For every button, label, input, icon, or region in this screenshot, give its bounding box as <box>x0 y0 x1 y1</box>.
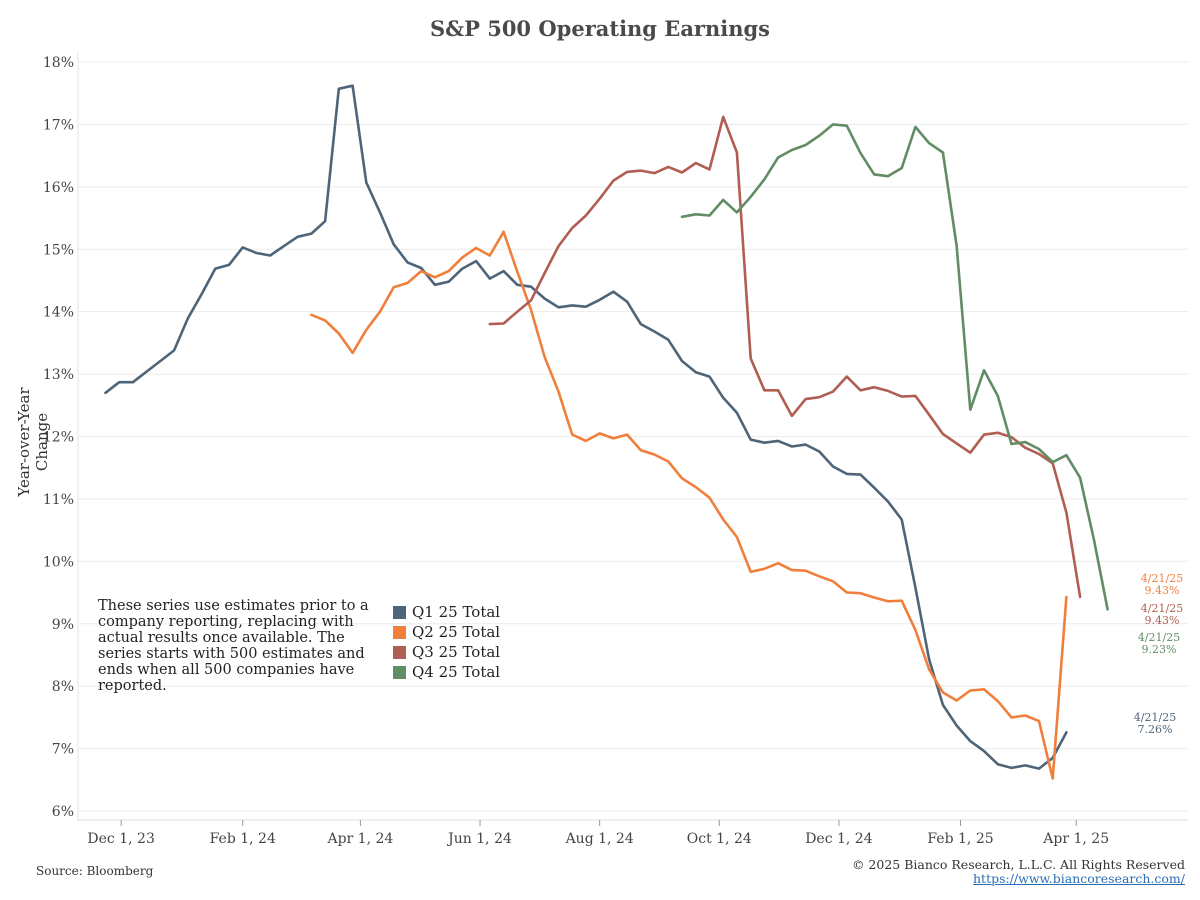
y-tick-label: 9% <box>52 617 74 633</box>
y-tick-label: 11% <box>43 492 74 508</box>
chart-title: S&P 500 Operating Earnings <box>429 16 771 41</box>
footer-credits: © 2025 Bianco Research, L.L.C. All Right… <box>852 858 1185 886</box>
legend-label: Q3 25 Total <box>412 643 501 661</box>
y-tick-label: 16% <box>43 180 74 196</box>
x-axis-ticks: Dec 1, 23 Feb 1, 24 Apr 1, 24 Jun 1, 24 Aug … <box>87 820 1109 847</box>
legend-item: Q1 25 Total <box>393 602 500 622</box>
y-tick-label: 6% <box>52 804 74 820</box>
end-label-value: 9.23% <box>1142 643 1177 656</box>
y-tick-label: 17% <box>43 117 74 133</box>
end-label-date: 4/21/25 <box>1141 572 1183 585</box>
x-tick-label: Dec 1, 24 <box>805 831 873 847</box>
series-line-1 <box>104 84 1068 770</box>
end-label-value: 7.26% <box>1138 723 1173 736</box>
y-tick-label: 15% <box>43 242 74 258</box>
y-tick-label: 14% <box>43 305 74 321</box>
x-tick-label: Oct 1, 24 <box>687 831 752 847</box>
gridlines <box>77 52 1188 821</box>
x-tick-label: Feb 1, 25 <box>927 831 993 847</box>
legend-swatch <box>393 665 406 679</box>
y-axis-ticks: 6% 7% 8% 9% 10% 11% 12% 13% 14% 15% 16% 17% 18% <box>43 55 74 820</box>
legend-swatch <box>393 605 406 619</box>
y-tick-label: 8% <box>52 679 74 695</box>
end-label-value: 9.43% <box>1145 614 1180 627</box>
y-tick-label: 18% <box>43 55 74 71</box>
series-line-4 <box>680 123 1109 611</box>
end-labels: 4/21/257.26%4/21/259.43%4/21/259.43%4/21… <box>1134 572 1183 736</box>
legend-item: Q4 25 Total <box>393 662 500 682</box>
legend-label: Q2 25 Total <box>412 623 501 641</box>
legend-swatch <box>393 645 406 659</box>
x-tick-label: Dec 1, 23 <box>87 831 154 847</box>
y-tick-label: 13% <box>43 367 74 383</box>
end-label-value: 9.43% <box>1145 584 1180 597</box>
legend: Q1 25 Total Q2 25 Total Q3 25 Total Q4 25 T… <box>393 602 500 682</box>
copyright-text: © 2025 Bianco Research, L.L.C. All Right… <box>851 857 1185 872</box>
x-tick-label: Feb 1, 24 <box>210 831 276 847</box>
series-line-2 <box>310 230 1068 780</box>
x-tick-label: Aug 1, 24 <box>565 831 634 847</box>
series-line-3 <box>488 115 1082 599</box>
legend-label: Q1 25 Total <box>412 603 501 621</box>
x-tick-label: Apr 1, 25 <box>1042 831 1109 847</box>
methodology-note: These series use estimates prior to a co… <box>98 598 369 694</box>
end-label-date: 4/21/25 <box>1134 711 1176 724</box>
x-tick-label: Apr 1, 24 <box>326 831 393 847</box>
legend-swatch <box>393 625 406 639</box>
end-label-date: 4/21/25 <box>1138 631 1180 644</box>
legend-item: Q3 25 Total <box>393 642 500 662</box>
legend-label: Q4 25 Total <box>412 663 501 681</box>
end-label-date: 4/21/25 <box>1141 602 1183 615</box>
website-link[interactable]: https://www.biancoresearch.com/ <box>973 871 1185 886</box>
series-lines <box>104 84 1109 780</box>
y-tick-label: 12% <box>43 430 74 446</box>
x-tick-label: Jun 1, 24 <box>446 831 512 847</box>
y-tick-label: 7% <box>52 742 74 758</box>
source-text: Source: Bloomberg <box>36 864 154 878</box>
y-tick-label: 10% <box>43 554 74 570</box>
legend-item: Q2 25 Total <box>393 622 500 642</box>
